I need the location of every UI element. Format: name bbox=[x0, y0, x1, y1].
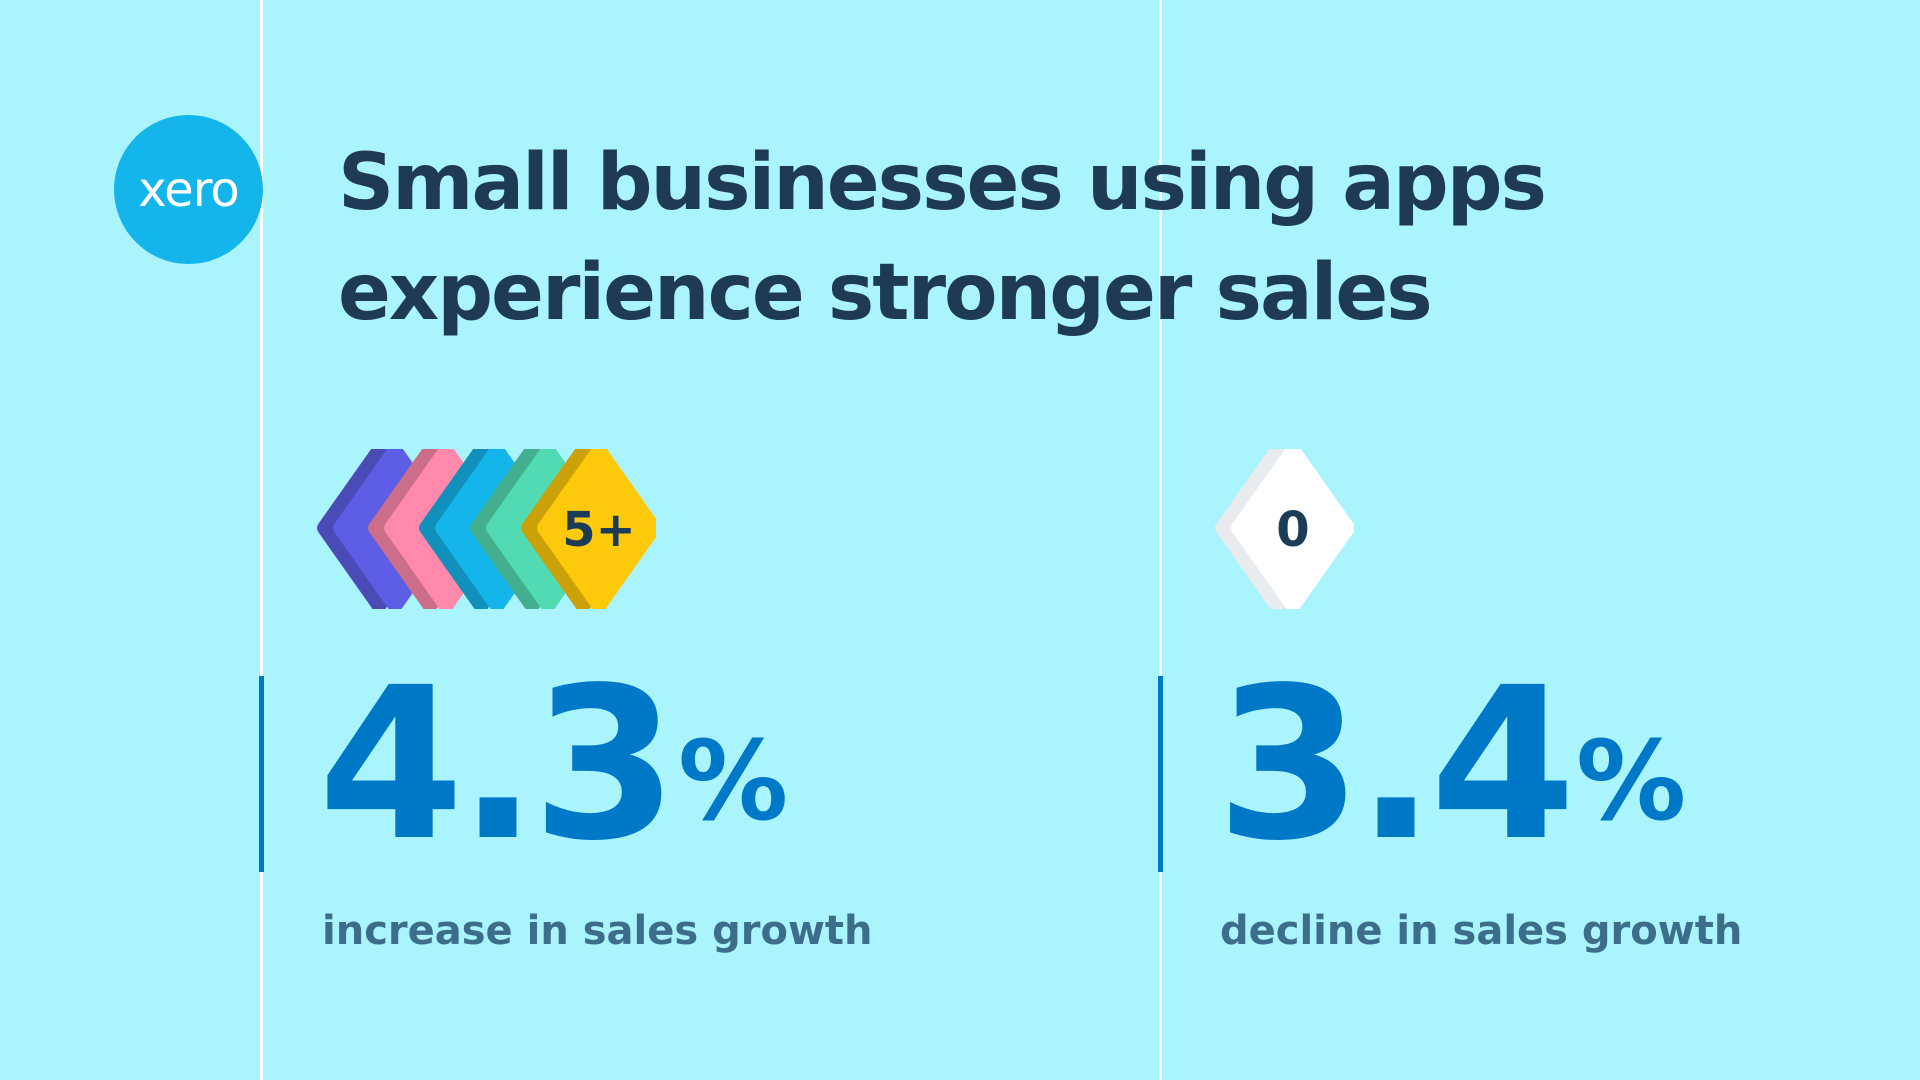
stat-number: 3.4 bbox=[1216, 642, 1576, 887]
percent-sign: % bbox=[678, 717, 789, 845]
stat-value-increase: 4.3% bbox=[318, 660, 788, 870]
percent-sign: % bbox=[1576, 717, 1687, 845]
stat-caption-decline: decline in sales growth bbox=[1220, 908, 1743, 954]
diamond-shape bbox=[1231, 449, 1354, 609]
stat-value-decline: 3.4% bbox=[1216, 660, 1686, 870]
divider-line-left bbox=[260, 0, 263, 1080]
stat-accent-bar bbox=[1158, 676, 1163, 872]
page-title: Small businesses using apps experience s… bbox=[338, 138, 1547, 338]
no-apps-diamond-icon: 0 bbox=[1215, 449, 1354, 609]
badge-label: 5+ bbox=[562, 502, 636, 558]
badge-label: 0 bbox=[1276, 502, 1309, 558]
xero-logo: xero bbox=[114, 115, 263, 264]
stat-caption-increase: increase in sales growth bbox=[322, 908, 873, 954]
app-diamonds-icon: 5+ bbox=[317, 449, 656, 609]
diamond-shape bbox=[537, 449, 656, 609]
logo-text: xero bbox=[138, 161, 240, 218]
stat-number: 4.3 bbox=[318, 642, 678, 887]
divider-line-right bbox=[1159, 0, 1162, 1080]
stat-accent-bar bbox=[259, 676, 264, 872]
